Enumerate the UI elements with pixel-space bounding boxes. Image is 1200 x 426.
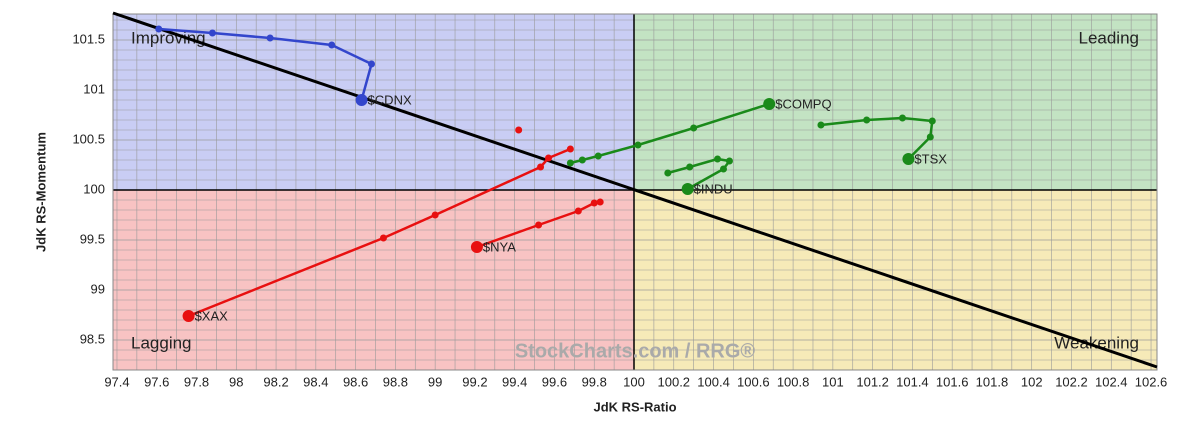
y-tick-label: 100	[83, 181, 105, 196]
series-point	[594, 152, 602, 160]
x-tick-label: 98.8	[383, 374, 408, 389]
series-point	[368, 60, 376, 68]
series-point	[155, 25, 163, 33]
series-label: $NYA	[483, 239, 516, 254]
y-axis-title: JdK RS-Momentum	[33, 132, 48, 252]
series-point	[634, 141, 642, 149]
series-point	[355, 94, 368, 106]
x-tick-label: 100.6	[737, 374, 770, 389]
quadrant-label: Improving	[131, 28, 206, 47]
x-tick-label: 101.4	[896, 374, 929, 389]
series-point	[379, 234, 387, 242]
series-point	[535, 221, 543, 229]
x-tick-label: 98	[229, 374, 243, 389]
diagonal-line	[112, 11, 1158, 369]
plot-frame	[112, 13, 1158, 371]
series-point	[537, 163, 545, 171]
series-point	[686, 163, 694, 171]
series-point	[928, 117, 936, 125]
series-point	[182, 310, 195, 322]
series-line	[667, 157, 731, 191]
x-tick-label: 101	[822, 374, 844, 389]
series-point	[590, 199, 598, 207]
series-point	[596, 198, 604, 206]
series-line	[188, 147, 571, 318]
x-tick-label: 101.8	[976, 374, 1009, 389]
x-tick-label: 98.2	[263, 374, 288, 389]
y-tick-label: 100.5	[72, 131, 105, 146]
x-tick-label: 97.8	[184, 374, 209, 389]
series-point	[566, 159, 574, 167]
series-point	[470, 241, 483, 253]
series-point	[578, 156, 586, 164]
x-tick-label: 98.4	[303, 374, 328, 389]
series-line	[820, 116, 934, 160]
series-point	[208, 29, 216, 37]
series-point	[719, 165, 727, 173]
series-point	[817, 121, 825, 129]
y-tick-label: 98.5	[80, 331, 105, 346]
x-tick-label: 102.2	[1055, 374, 1088, 389]
x-tick-label: 97.6	[144, 374, 169, 389]
series-label: $COMPQ	[775, 96, 831, 111]
series-point	[328, 41, 336, 49]
series-point	[926, 133, 934, 141]
series-point	[714, 155, 722, 163]
series-point	[515, 126, 523, 134]
series-point	[690, 124, 698, 132]
x-tick-label: 99.2	[462, 374, 487, 389]
series-label: $TSX	[914, 151, 947, 166]
quadrant-label: Lagging	[131, 333, 192, 352]
x-tick-label: 101.2	[856, 374, 889, 389]
series-point	[266, 34, 274, 42]
y-tick-label: 99.5	[80, 231, 105, 246]
series-point	[544, 154, 552, 162]
x-tick-label: 100.8	[777, 374, 810, 389]
y-tick-label: 101.5	[72, 31, 105, 46]
x-axis-title: JdK RS-Ratio	[593, 399, 676, 414]
series-label: $CDNX	[368, 92, 412, 107]
x-tick-label: 99.8	[582, 374, 607, 389]
series-point	[566, 145, 574, 153]
series-point	[431, 211, 439, 219]
x-tick-label: 99.4	[502, 374, 527, 389]
x-tick-label: 101.6	[936, 374, 969, 389]
series-point	[664, 169, 672, 177]
series-point	[898, 114, 906, 122]
x-tick-label: 99	[428, 374, 442, 389]
x-tick-label: 100.2	[658, 374, 691, 389]
series-point	[902, 153, 915, 165]
series-label: $INDU	[694, 181, 733, 196]
series-point	[863, 116, 871, 124]
series-point	[681, 183, 694, 195]
x-tick-label: 97.4	[104, 374, 129, 389]
x-tick-label: 102.6	[1135, 374, 1168, 389]
series-label: $XAX	[195, 308, 229, 323]
x-tick-label: 100	[623, 374, 645, 389]
x-tick-label: 102.4	[1095, 374, 1128, 389]
x-tick-label: 102	[1021, 374, 1043, 389]
series-point	[763, 98, 776, 110]
quadrant-label: Leading	[1078, 28, 1139, 47]
y-tick-label: 99	[91, 281, 105, 296]
y-tick-label: 101	[83, 81, 105, 96]
series-line	[158, 27, 373, 101]
series-point	[574, 207, 582, 215]
x-tick-label: 98.6	[343, 374, 368, 389]
x-tick-label: 100.4	[697, 374, 730, 389]
x-tick-label: 99.6	[542, 374, 567, 389]
watermark: StockCharts.com / RRG®	[515, 340, 756, 362]
series-point	[725, 157, 733, 165]
